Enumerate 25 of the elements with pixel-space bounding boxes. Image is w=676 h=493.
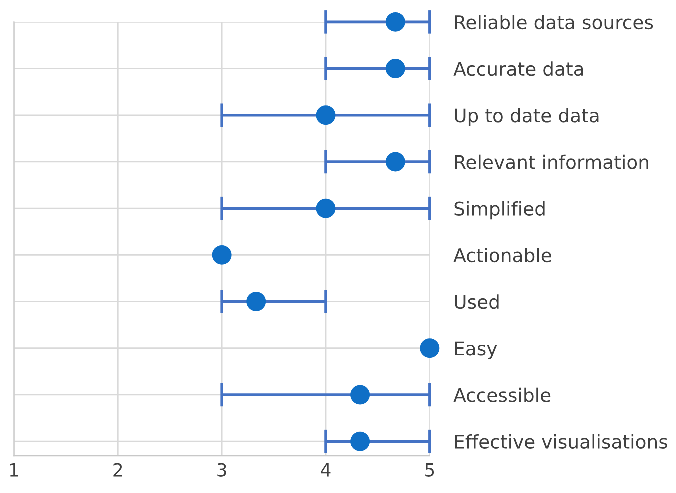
y-tick-label: Easy [455, 342, 498, 360]
x-tick-label: 1 [10, 464, 18, 477]
point [246, 292, 266, 312]
point [316, 198, 336, 218]
x-tick-label: 5 [426, 464, 434, 477]
y-tick-label: Used [455, 294, 499, 310]
point [350, 432, 370, 452]
point [350, 385, 370, 405]
x-tick-label: 3 [218, 463, 226, 477]
y-tick-label: Simplified [454, 201, 545, 220]
y-tick-label: Effective visualisations [455, 434, 668, 449]
point [386, 12, 406, 32]
x-tick-label: 4 [321, 464, 331, 477]
x-tick-label: 2 [114, 463, 122, 477]
y-tick-label: Reliable data sources [455, 15, 654, 30]
point [386, 59, 406, 79]
y-tick-label: Accessible [454, 388, 551, 402]
point [316, 106, 336, 126]
y-tick-label: Relevant information [455, 154, 648, 170]
point [386, 152, 406, 172]
y-tick-label: Accurate data [454, 62, 584, 76]
point [212, 245, 232, 265]
y-tick-label: Actionable [454, 248, 552, 263]
y-tick-label: Up to date data [455, 108, 599, 126]
point [420, 338, 440, 358]
